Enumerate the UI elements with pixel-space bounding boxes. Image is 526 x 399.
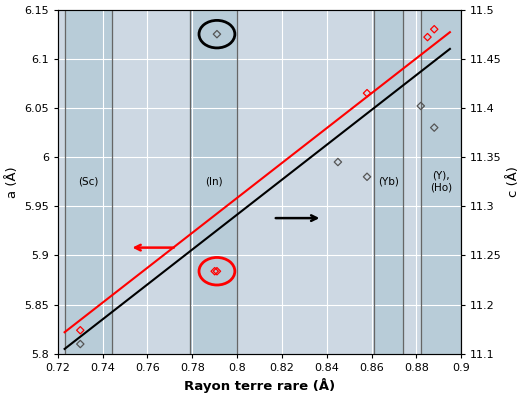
Text: (Sc): (Sc) <box>78 177 98 187</box>
Text: (Yb): (Yb) <box>378 177 399 187</box>
Point <box>213 31 221 38</box>
Point <box>333 159 342 165</box>
Bar <box>374 10 403 354</box>
X-axis label: Rayon terre rare (Å): Rayon terre rare (Å) <box>184 378 335 393</box>
Point <box>423 34 432 40</box>
Point <box>363 90 371 97</box>
Y-axis label: c (Å): c (Å) <box>508 166 520 197</box>
Point <box>363 174 371 180</box>
Point <box>210 268 219 275</box>
Y-axis label: a (Å): a (Å) <box>6 166 18 198</box>
Bar <box>190 10 237 354</box>
Bar <box>421 10 461 354</box>
Text: (Y),
(Ho): (Y), (Ho) <box>430 171 452 192</box>
Point <box>430 26 439 32</box>
Point <box>417 103 425 109</box>
Point <box>76 327 85 334</box>
Text: (In): (In) <box>205 177 222 187</box>
Point <box>213 268 221 275</box>
Bar <box>65 10 112 354</box>
Point <box>430 124 439 131</box>
Point <box>76 341 85 347</box>
